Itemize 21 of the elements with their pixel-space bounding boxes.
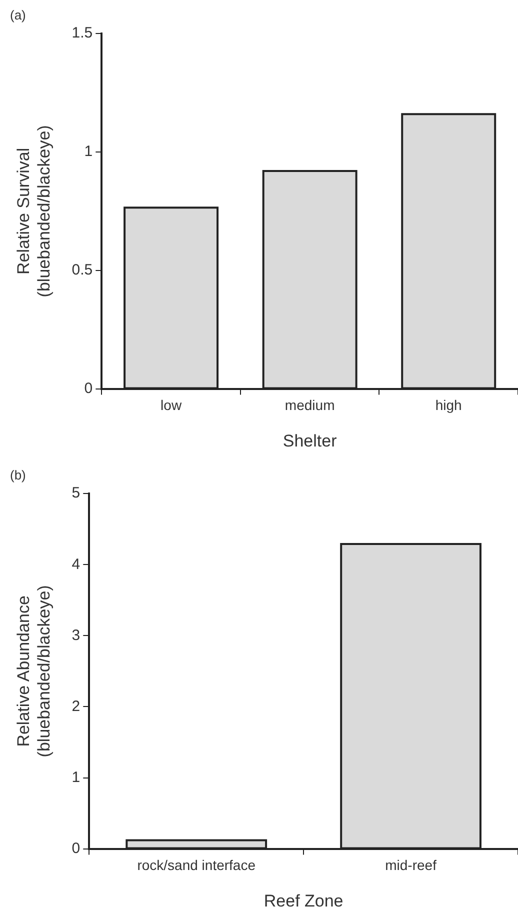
y-tick-label: 1 bbox=[84, 143, 93, 160]
y-tick-label: 1 bbox=[72, 768, 80, 786]
x-axis-title: Shelter bbox=[282, 431, 338, 450]
x-tick-label: high bbox=[435, 397, 462, 414]
y-tick-label: 0.5 bbox=[72, 262, 93, 279]
y-tick-label: 0 bbox=[84, 380, 93, 397]
y-tick-label: 1.5 bbox=[72, 24, 93, 42]
y-axis-title: Relative Abundance (bluebanded/blackeye) bbox=[14, 585, 54, 758]
y-axis-title: Relative Survival (bluebanded/blackeye) bbox=[14, 125, 54, 298]
chart-title: (b) bbox=[10, 467, 26, 482]
x-tick-label: low bbox=[160, 397, 182, 414]
x-tick-label: mid-reef bbox=[385, 857, 437, 874]
x-axis-title: Reef Zone bbox=[264, 891, 344, 910]
chart-title: (a) bbox=[10, 7, 26, 22]
y-tick-label: 3 bbox=[72, 626, 80, 644]
x-tick-label: medium bbox=[284, 397, 335, 414]
y-tick-label: 0 bbox=[72, 840, 80, 857]
x-tick-label: rock/sand interface bbox=[137, 857, 256, 874]
y-tick-label: 4 bbox=[72, 556, 80, 573]
y-tick-label: 2 bbox=[72, 698, 80, 715]
y-tick-label: 5 bbox=[72, 484, 80, 502]
